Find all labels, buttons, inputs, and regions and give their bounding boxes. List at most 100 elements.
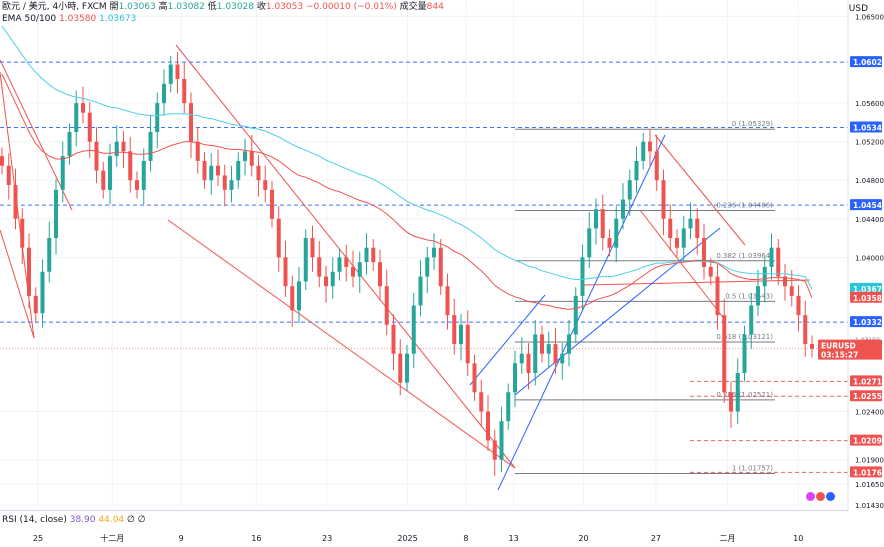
price-badge-bg: [818, 348, 882, 360]
blue-channel-line[interactable]: [497, 134, 666, 491]
price-badge-bg: [850, 375, 882, 387]
currency-label[interactable]: USD: [848, 4, 868, 14]
ema-legend[interactable]: EMA 50/100 1.03580 1.03673: [2, 14, 136, 25]
price-tick-label: 1.02400: [855, 409, 884, 417]
candle-body: [330, 271, 335, 287]
candle-body: [405, 353, 409, 383]
candle-body: [580, 257, 585, 296]
red-trend-line[interactable]: [175, 44, 516, 469]
price-badge-label: 1.03673: [853, 285, 884, 294]
candle-body: [810, 344, 814, 349]
red-trend-line[interactable]: [639, 209, 726, 321]
fib-level-label: 1 (1.01757): [732, 464, 773, 472]
fib-level-label: 0.786 (1.02521): [716, 391, 773, 399]
flag-icon[interactable]: [826, 492, 835, 501]
candle-body: [141, 160, 146, 190]
red-trend-line[interactable]: [0, 59, 73, 211]
price-badge-label: 1.03580: [853, 294, 884, 303]
candle-body: [587, 228, 592, 258]
candle-body: [371, 247, 376, 263]
candle-body: [533, 334, 538, 373]
low-value: 1.03028: [216, 2, 254, 12]
candle-body: [357, 262, 362, 277]
blue-channel-line[interactable]: [469, 294, 546, 386]
price-tick-label: 1.01650: [855, 481, 884, 489]
candle-body: [472, 363, 477, 393]
close-value: 1.03053: [265, 2, 304, 12]
candle-body: [769, 247, 774, 267]
close-label: 收: [256, 2, 266, 12]
candle-body: [128, 151, 133, 181]
candle-body: [283, 257, 288, 287]
price-tick-label: 1.04400: [855, 216, 884, 224]
ema50-line: [1, 73, 813, 310]
candle-body: [378, 262, 382, 287]
candle-body: [776, 247, 781, 277]
price-badge-label: 1.02713: [853, 377, 884, 386]
candle-body: [432, 247, 436, 258]
time-tick-label: 10: [793, 534, 803, 543]
rsi-legend[interactable]: RSI (14, close) 38.90 44.04 ∅ ∅: [2, 515, 146, 526]
candle-body: [675, 238, 679, 248]
candle-body: [47, 238, 52, 272]
red-trend-line[interactable]: [167, 219, 516, 469]
price-tick-label: 1.01900: [855, 457, 884, 465]
candle-body: [121, 141, 126, 152]
candle-body: [81, 103, 85, 113]
candle-body: [276, 218, 281, 258]
red-trend-line[interactable]: [0, 229, 35, 339]
candle-body: [513, 363, 517, 393]
candle-body: [492, 440, 497, 460]
candle-body: [479, 392, 484, 412]
candle-body: [762, 266, 767, 287]
blue-channel-line[interactable]: [514, 227, 721, 396]
candle-body: [749, 305, 754, 335]
time-axis[interactable]: 25 十二月 9 16 23 2025 8 13 20 27 二月 10: [33, 533, 803, 543]
candle-body: [222, 175, 227, 190]
fib-level-label: 0 (1.05329): [732, 120, 773, 128]
news-icon[interactable]: [816, 492, 825, 501]
candle-body: [189, 103, 193, 142]
red-trend-line[interactable]: [654, 134, 746, 246]
candle-body: [351, 266, 355, 277]
candle-body: [459, 324, 463, 345]
red-trend-line[interactable]: [582, 279, 811, 286]
price-badge-bg: [850, 282, 882, 294]
candle-body: [486, 411, 490, 441]
symbol-legend[interactable]: 歐元 / 美元, 4小時, FXCM 開1.03063 高1.03082 低1.…: [2, 2, 444, 13]
price-badge-label: 1.06025: [853, 58, 884, 67]
candle-body: [519, 353, 524, 364]
candle-body: [54, 189, 58, 239]
candle-body: [74, 103, 79, 133]
pane-separator[interactable]: [0, 510, 848, 511]
fibonacci-retracement[interactable]: 0 (1.05329)0.236 (1.04486)0.382 (1.03964…: [515, 120, 775, 474]
candle-body: [789, 286, 794, 296]
candle-body: [60, 156, 65, 190]
candle-body: [324, 276, 328, 287]
event-icon[interactable]: [806, 492, 815, 501]
candle-body: [398, 353, 403, 383]
rsi-value: 38.90: [69, 515, 96, 525]
candle-body: [540, 334, 544, 354]
trend-channel-drawings[interactable]: [0, 44, 811, 491]
price-axis[interactable]: 1.06500 1.05600 1.05200 1.04800 1.04400 1.040…: [847, 0, 884, 510]
candle-body: [344, 257, 349, 267]
candle-body: [297, 281, 301, 311]
candle-body: [695, 218, 700, 239]
candle-body: [803, 315, 808, 345]
open-label: 開: [109, 2, 119, 12]
price-badge-bg: [850, 56, 882, 68]
candle-body: [641, 141, 646, 161]
price-tick-label: 1.04800: [855, 177, 884, 185]
candle-body: [67, 132, 72, 157]
candle-body: [715, 276, 720, 316]
candle-body: [317, 257, 322, 277]
candle-body: [499, 421, 504, 460]
candle-body: [310, 238, 315, 258]
candle-body: [735, 372, 740, 412]
candle-body: [445, 286, 450, 316]
time-tick-label: 16: [251, 534, 261, 543]
horizontal-levels[interactable]: [0, 61, 848, 473]
candle-body: [20, 218, 25, 248]
